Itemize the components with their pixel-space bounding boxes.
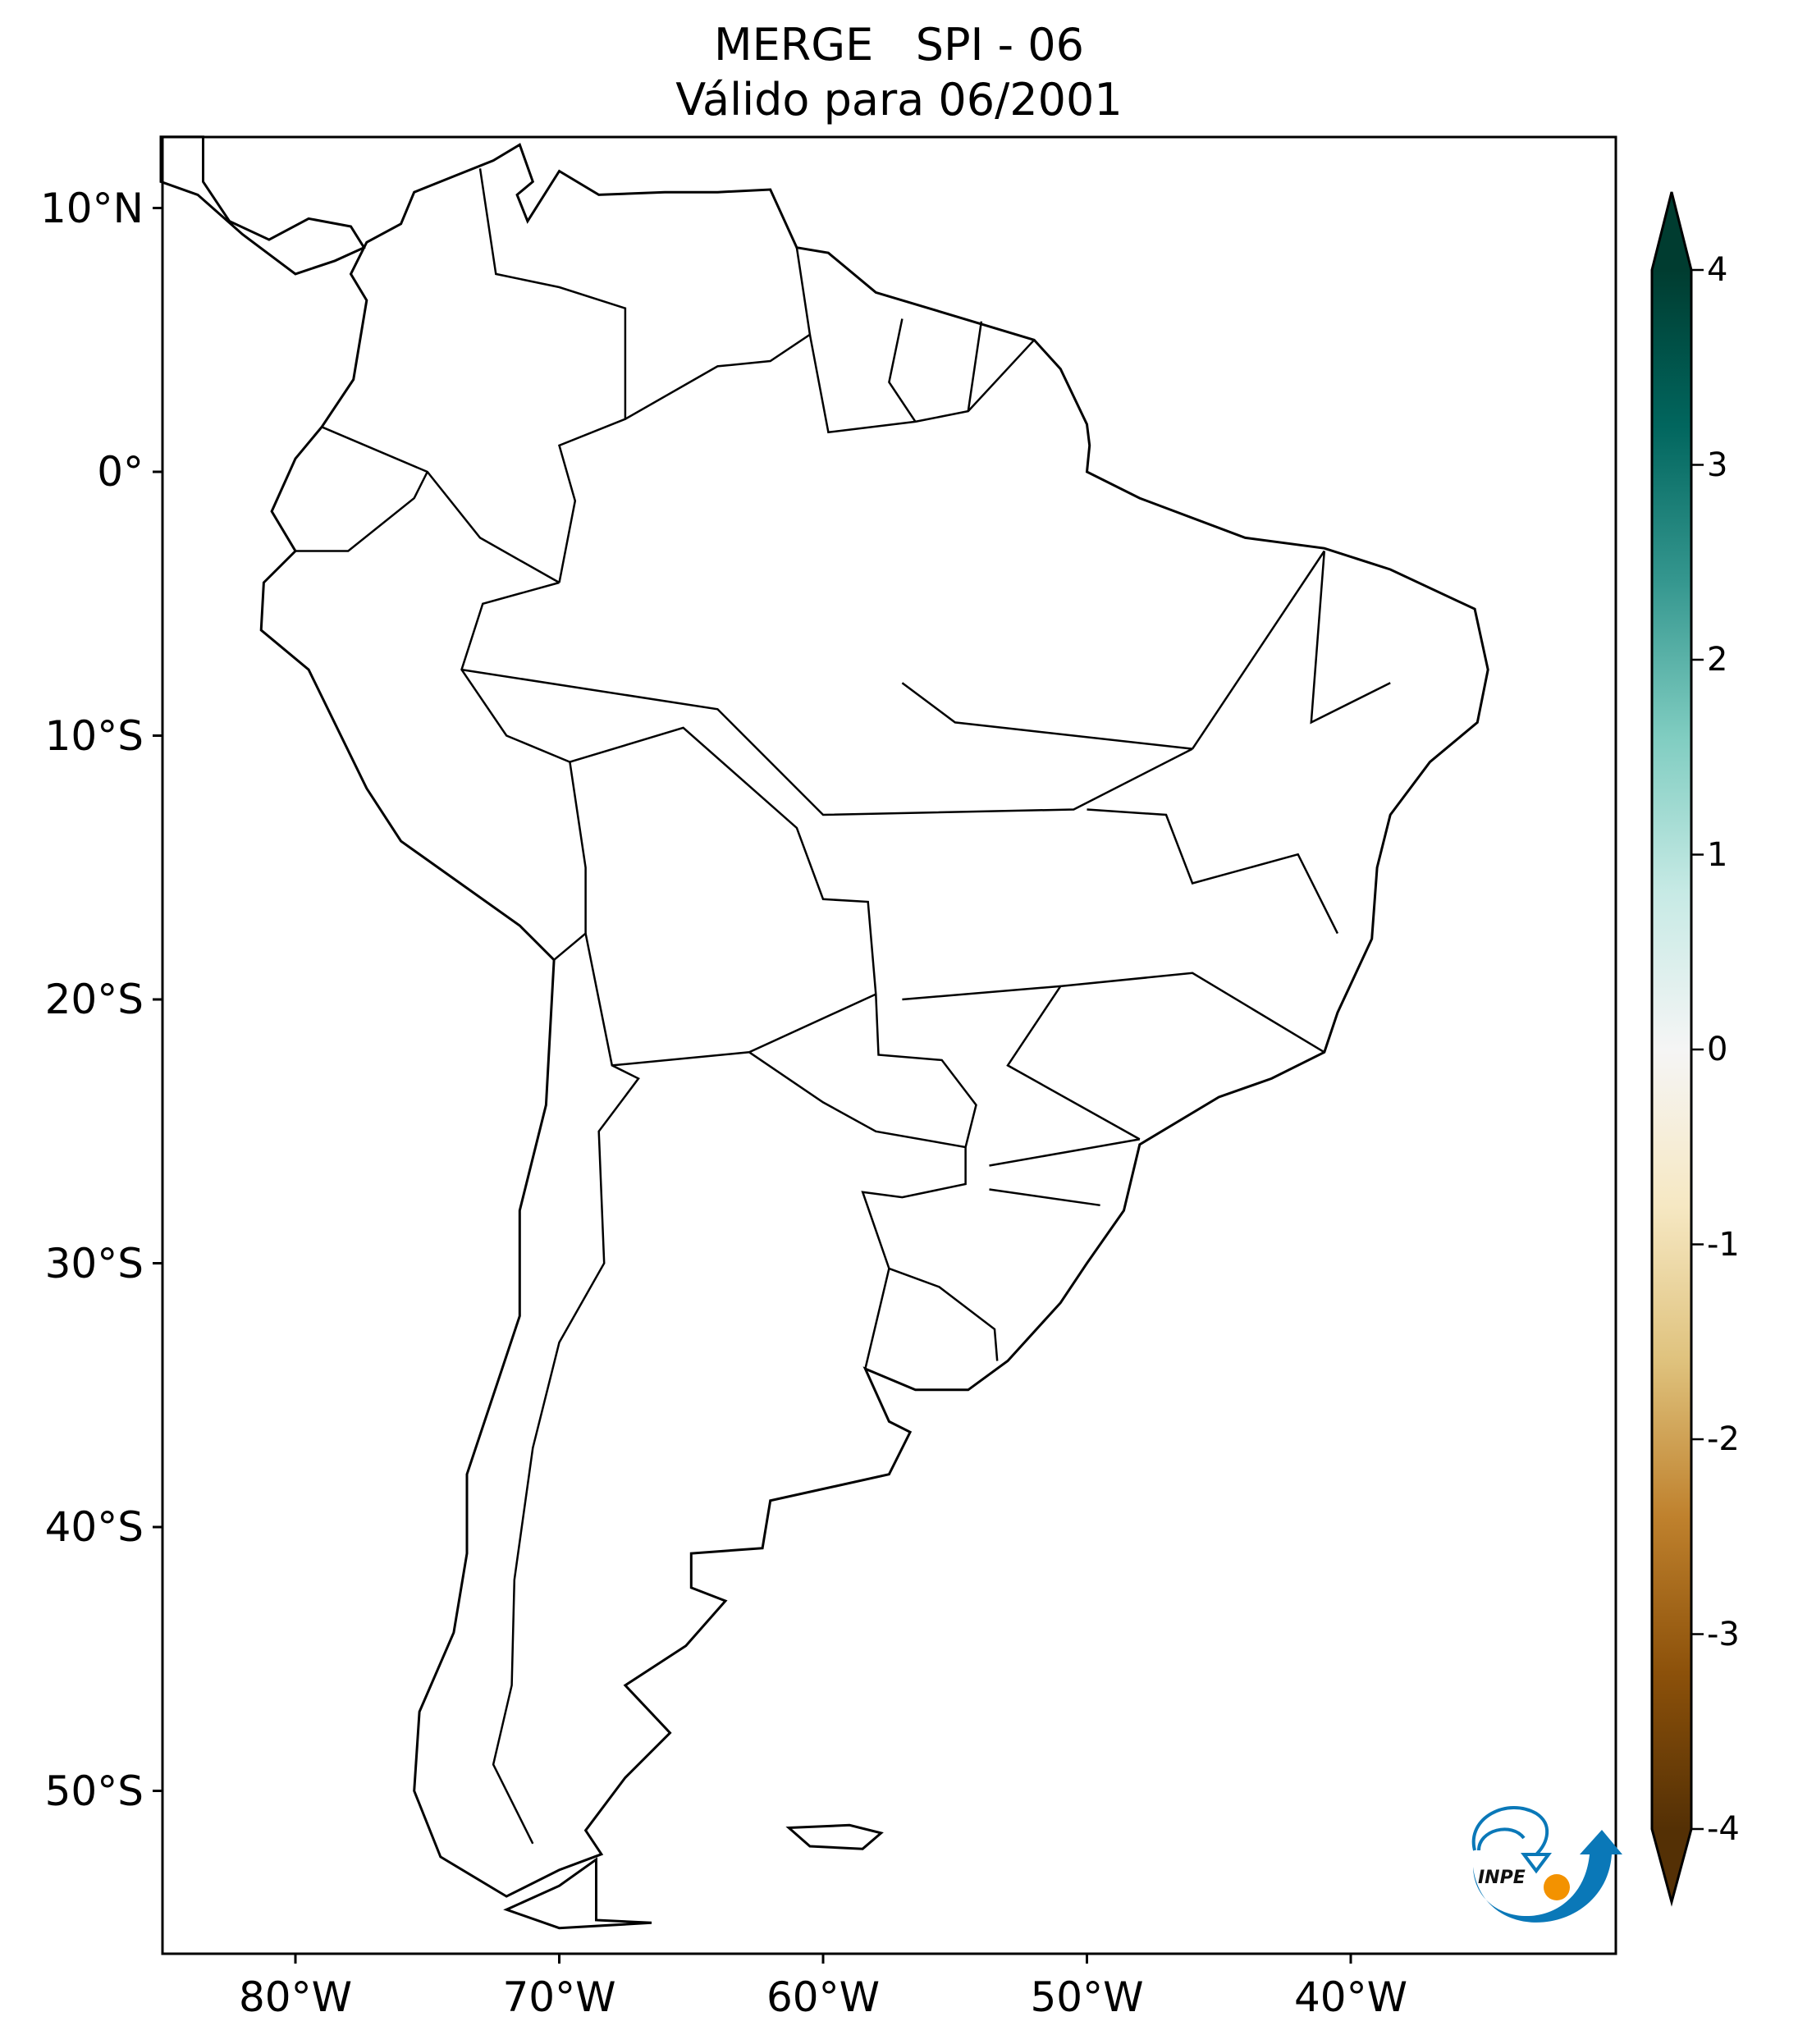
map-frame — [161, 135, 1617, 1955]
lat-tick-label: 30°S — [44, 1239, 144, 1287]
lon-tick-label: 50°W — [1030, 1973, 1144, 2021]
lat-tick-label: 10°S — [44, 711, 144, 760]
lat-tick-label: 0° — [97, 448, 144, 496]
lat-tick-label: 20°S — [44, 976, 144, 1023]
inpe-logo: INPE — [1471, 1805, 1622, 1923]
lon-tick-label: 60°W — [766, 1973, 881, 2021]
colorbar-tick-label: 4 — [1707, 251, 1728, 289]
lon-tick-label: 70°W — [502, 1973, 616, 2021]
lon-tick-label: 40°W — [1293, 1973, 1408, 2021]
colorbar-tick-label: -2 — [1707, 1420, 1740, 1458]
map-title: MERGE SPI - 06 — [714, 19, 1084, 71]
map-subtitle: Válido para 06/2001 — [675, 74, 1123, 126]
colorbar-tick-label: -4 — [1707, 1810, 1740, 1848]
spi-field — [162, 137, 1616, 1954]
lat-tick-label: 50°S — [44, 1767, 144, 1815]
inpe-logo-text: INPE — [1478, 1868, 1526, 1888]
colorbar-tick-label: -3 — [1707, 1615, 1740, 1653]
colorbar-gradient — [1652, 270, 1691, 1829]
colorbar-tick-label: -1 — [1707, 1225, 1740, 1264]
colorbar-tick-label: 0 — [1707, 1031, 1728, 1068]
colorbar-tick-label: 3 — [1707, 446, 1728, 484]
coastline-borders — [159, 135, 1489, 1930]
lat-tick-label: 40°S — [44, 1503, 144, 1551]
colorbar-extend-max — [1652, 192, 1691, 270]
colorbar-tick-label: 1 — [1707, 835, 1728, 874]
colorbar-tick-label: 2 — [1707, 641, 1728, 679]
colorbar — [1650, 191, 1704, 1907]
lat-tick-label: 10°N — [39, 184, 144, 232]
lon-tick-label: 80°W — [238, 1973, 353, 2021]
colorbar-extend-min — [1652, 1829, 1691, 1902]
